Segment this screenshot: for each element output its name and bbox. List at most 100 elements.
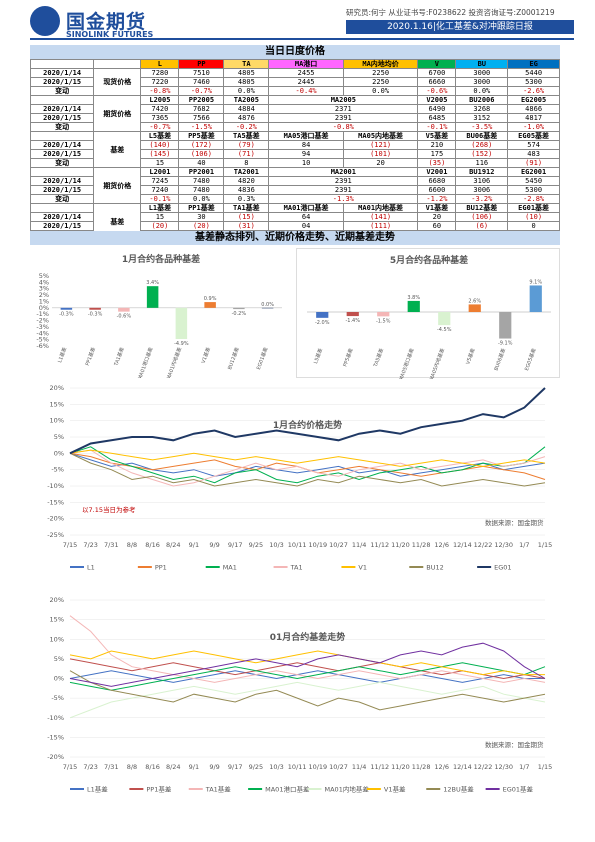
table-cell: -2.8% [507, 194, 560, 204]
x-tick-label: TA5基差 [372, 347, 386, 368]
bar [118, 307, 130, 312]
table-cell: -0.8% [140, 86, 180, 96]
table-cell: MA港口 [268, 59, 344, 69]
y-tick-label: 10% [50, 635, 64, 643]
series-line [69, 642, 546, 687]
table-cell: 2020/1/15 [29, 113, 95, 123]
x-tick-label: 1/15 [538, 763, 553, 771]
bar-chart-jan-basis: 1月合约各品种基差 5% 4% 3% 2% 1% 0% -1% -2% -3% -4% -5% -6% -… [30, 248, 292, 378]
bar [89, 307, 101, 310]
legend-label: BU12 [426, 564, 444, 572]
x-tick-label: 10/27 [329, 763, 348, 771]
x-tick-label: 10/3 [269, 763, 284, 771]
table-cell: 现货价格 [93, 68, 142, 96]
series-line [69, 670, 546, 711]
table-cell: -0.8% [268, 122, 419, 132]
table-cell [29, 167, 95, 177]
series-line [69, 670, 545, 683]
table-cell: (152) [455, 149, 509, 159]
table-cell: EG [507, 59, 560, 69]
x-tick-label: MA01港口基差 [136, 346, 154, 378]
data-label: -0.6% [117, 314, 132, 320]
y-tick-label: 0% [54, 449, 64, 457]
table-row: 2020/1/14 现货价格 7280 7510 4805 2455 2250 6700 300… [29, 68, 560, 96]
table-cell: 2250 [342, 77, 419, 87]
legend-label: V1 [358, 564, 367, 572]
data-source: 数据来源：国金期货 [485, 740, 544, 749]
table-cell: (111) [342, 221, 419, 231]
table-cell: 0.3% [223, 194, 270, 204]
table-cell: L1基差 [140, 203, 180, 213]
table-cell: 3000 [455, 77, 509, 87]
table-cell: 期货价格 [93, 167, 142, 204]
table-cell: 7480 [178, 176, 225, 186]
table-cell: PP2005 [178, 95, 225, 105]
table-cell: (141) [342, 212, 419, 222]
table-cell: 变动 [29, 86, 95, 96]
y-tick-label: 20% [50, 384, 64, 392]
x-tick-label: 9/9 [209, 541, 219, 549]
table-cell: L [140, 59, 180, 69]
table-cell: -1.5% [178, 122, 225, 132]
bar [204, 302, 216, 308]
bar [438, 312, 451, 326]
table-cell: 10 [268, 158, 344, 168]
y-tick-label: -25% [47, 531, 64, 539]
x-tick-label: 10/11 [288, 763, 307, 771]
table-cell: -0.7% [140, 122, 180, 132]
series-line [69, 650, 545, 676]
data-label: 0.0% [261, 302, 274, 308]
x-tick-label: 8/8 [127, 763, 137, 771]
data-label: 2.6% [468, 298, 481, 304]
table-cell: (71) [223, 149, 270, 159]
table-cell: V [417, 59, 457, 69]
table-cell: BU06基差 [455, 131, 509, 141]
table-cell: 7566 [178, 113, 225, 123]
bar [60, 307, 73, 310]
table-cell: 2020/1/14 [29, 176, 95, 186]
chart-title: 01月合约基差走势 [270, 631, 346, 643]
table-cell: 6700 [417, 68, 457, 78]
table-cell: MA2005 [268, 95, 419, 105]
bar-chart-svg: 5月合约各品种基差 -2.0% L5基差 -1.4% PP5基差 -1.5% TA5基差 3.… [307, 254, 551, 379]
table-cell: 基差 [93, 131, 142, 168]
table-cell: 2020/1/15 [29, 149, 95, 159]
x-tick-label: 7/23 [83, 541, 98, 549]
logo-cn: 国金期货 [66, 11, 147, 33]
legend-label: TA1 [290, 564, 303, 572]
table-cell: 4836 [223, 185, 270, 195]
table-cell: EG05基差 [507, 131, 560, 141]
table-cell: 4876 [223, 113, 270, 123]
y-tick-label: 5% [39, 272, 49, 280]
data-label: -4.9% [174, 341, 189, 347]
table-cell: 3000 [455, 68, 509, 78]
x-tick-label: 11/28 [412, 763, 431, 771]
x-tick-label: 8/8 [127, 541, 137, 549]
table-row: 变动 15 40 8 10 20 (35) 116 (91) [29, 158, 560, 168]
x-tick-label: 11/20 [391, 541, 410, 549]
table-cell [29, 59, 95, 69]
table-cell: 30 [178, 212, 225, 222]
x-tick-label: 12/22 [474, 541, 493, 549]
table-cell: 7245 [140, 176, 180, 186]
y-tick-label: 3% [39, 285, 49, 293]
data-label: 3.4% [146, 280, 159, 286]
table-cell: 5450 [507, 176, 560, 186]
table-header-row: L PP TA MA港口 MA内地均价 V BU EG [29, 59, 560, 69]
y-tick-label: -5% [36, 336, 49, 344]
table-cell: 116 [455, 158, 509, 168]
data-label: -0.3% [59, 312, 74, 318]
x-tick-label: V5基差 [464, 347, 476, 365]
x-tick-label: 11/4 [352, 541, 367, 549]
table-cell: MA05港口基差 [268, 131, 344, 141]
legend-label: L1 [87, 564, 95, 572]
table-cell: 期货价格 [93, 95, 142, 132]
table-cell: 2020/1/15 [29, 77, 95, 87]
legend-label: 12BU基差 [443, 785, 474, 794]
table-cell: 6680 [417, 176, 457, 186]
table-cell: 变动 [29, 194, 95, 204]
table-cell: 2445 [268, 77, 344, 87]
table-cell: -3.2% [455, 194, 509, 204]
x-tick-label: 10/19 [308, 763, 327, 771]
table-cell: 20 [417, 212, 457, 222]
